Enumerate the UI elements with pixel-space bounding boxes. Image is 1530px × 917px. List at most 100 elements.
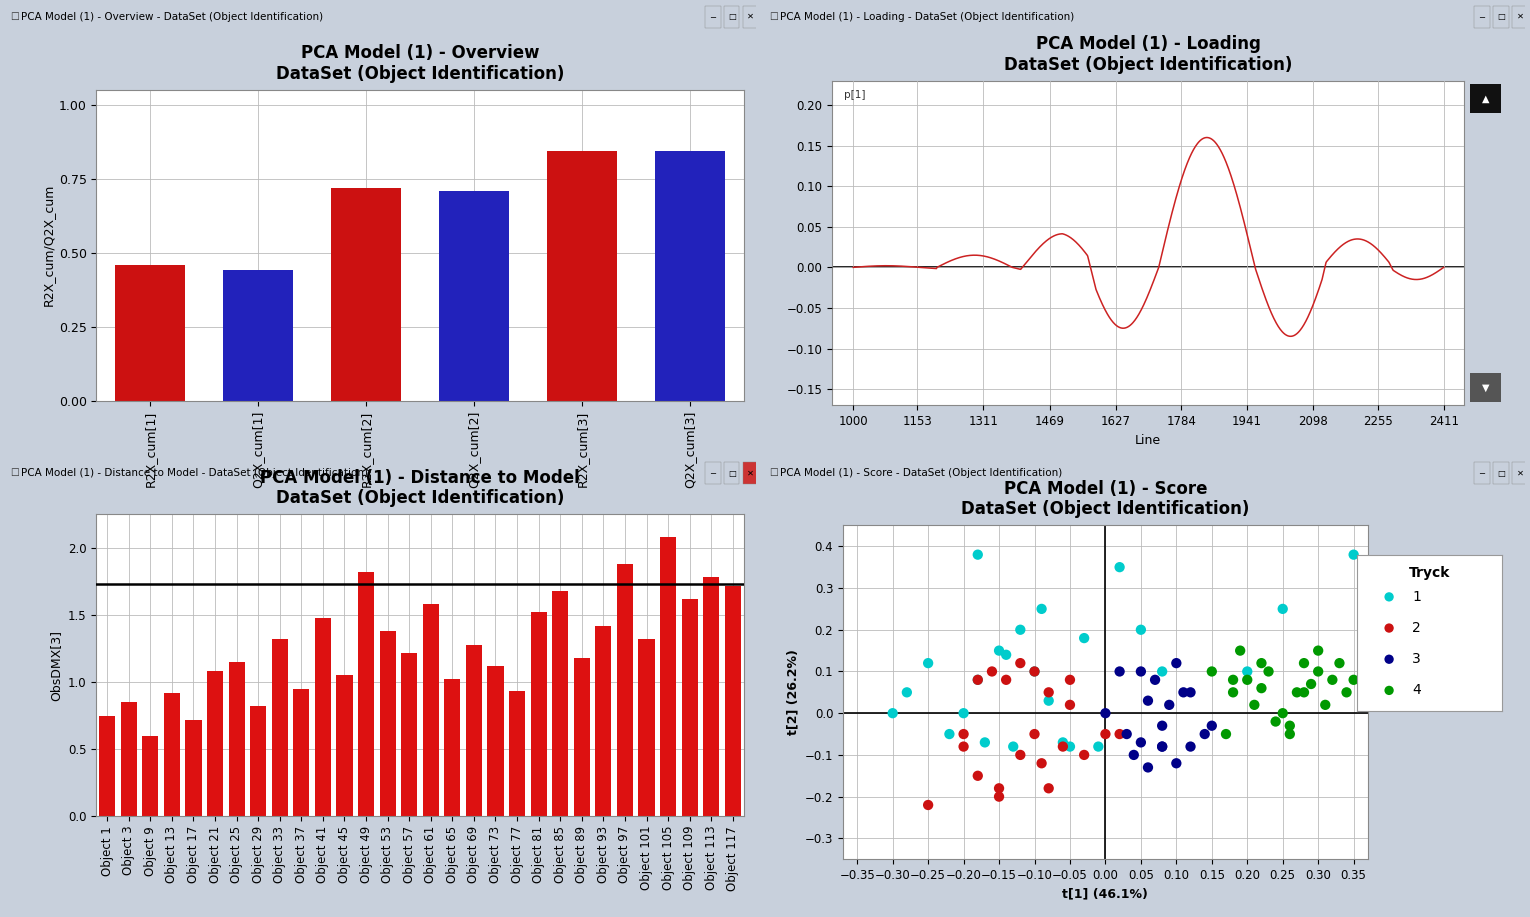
Point [1270,706,1294,721]
Point [965,768,990,783]
Bar [1513,6,1527,28]
Bar [744,6,757,28]
Point [965,672,990,687]
Bar [401,653,418,816]
Point [1164,656,1189,670]
Point [1108,664,1132,679]
Point [1200,718,1224,733]
Bar [724,6,739,28]
Bar [1493,462,1509,484]
Bar [337,675,352,816]
Point [1285,685,1310,700]
Point [1030,602,1054,616]
Text: ✕: ✕ [1516,12,1524,21]
Bar [552,591,568,816]
Point [1057,698,1082,713]
Text: PCA Model (1) - Score - DataSet (Object Identification): PCA Model (1) - Score - DataSet (Object … [780,469,1062,478]
Point [1036,693,1060,708]
Text: ▲: ▲ [1483,94,1489,104]
Bar [617,564,633,816]
Point [1192,726,1216,741]
Point [1151,718,1175,733]
Bar [1493,6,1509,28]
Point [1036,781,1060,796]
Text: □: □ [1496,12,1506,21]
Text: ─: ─ [1480,469,1484,478]
Point [1256,664,1281,679]
Bar [1470,373,1501,402]
Point [994,647,1019,662]
Text: ─: ─ [710,469,716,478]
Point [1022,664,1047,679]
Point [1051,735,1076,750]
Point [1270,602,1294,616]
Bar [294,689,309,816]
Text: ▼: ▼ [1483,382,1489,392]
Point [1377,683,1401,698]
Bar [185,720,202,816]
Point [1129,623,1154,637]
Point [1377,621,1401,635]
X-axis label: t[1] (46.1%): t[1] (46.1%) [1062,888,1149,900]
Bar [465,645,482,816]
Text: □: □ [728,12,736,21]
Bar [164,692,181,816]
Point [1073,747,1097,762]
Y-axis label: t[2] (26.2%): t[2] (26.2%) [786,649,799,735]
Point [916,798,941,812]
Bar [1475,6,1490,28]
Point [1178,685,1203,700]
Point [1022,726,1047,741]
Point [1200,664,1224,679]
Point [1235,664,1259,679]
Text: ✕: ✕ [747,469,754,478]
Point [1342,547,1366,562]
Bar [379,631,396,816]
Text: ☐: ☐ [770,12,779,21]
Text: 2: 2 [1412,621,1421,635]
Point [1051,739,1076,754]
Bar [574,657,591,816]
Point [1327,656,1351,670]
Point [1320,672,1345,687]
Point [1264,714,1288,729]
Point [1248,656,1273,670]
Point [1377,590,1401,604]
Y-axis label: ObsDMX[3]: ObsDMX[3] [49,630,63,701]
Bar [659,537,676,816]
Y-axis label: R2X_cum/Q2X_cum: R2X_cum/Q2X_cum [41,184,55,306]
Point [1086,739,1111,754]
Bar [681,599,698,816]
Point [1178,739,1203,754]
Title: PCA Model (1) - Score
DataSet (Object Identification): PCA Model (1) - Score DataSet (Object Id… [961,480,1250,518]
Bar [1475,462,1490,484]
Point [1008,623,1033,637]
Point [1313,698,1337,713]
Bar [422,604,439,816]
Point [1151,664,1175,679]
Point [1135,760,1160,775]
Point [1057,672,1082,687]
Bar [655,150,725,401]
Point [1092,726,1117,741]
Title: PCA Model (1) - Overview
DataSet (Object Identification): PCA Model (1) - Overview DataSet (Object… [275,44,565,83]
Point [1129,664,1154,679]
Bar [115,264,185,401]
Text: PCA Model (1) - Loading - DataSet (Object Identification): PCA Model (1) - Loading - DataSet (Objec… [780,12,1074,21]
Bar [705,462,721,484]
Point [1001,739,1025,754]
X-axis label: Line: Line [1135,434,1161,447]
Point [1092,706,1117,721]
Title: PCA Model (1) - Loading
DataSet (Object Identification): PCA Model (1) - Loading DataSet (Object … [1004,35,1293,73]
Bar [315,618,330,816]
Point [979,664,1004,679]
Point [1278,726,1302,741]
Bar [121,702,136,816]
Bar [439,191,509,401]
Point [1036,685,1060,700]
Text: 3: 3 [1412,652,1421,667]
Point [1129,735,1154,750]
Text: ☐: ☐ [770,469,779,478]
Point [1307,664,1331,679]
Bar [724,462,739,484]
